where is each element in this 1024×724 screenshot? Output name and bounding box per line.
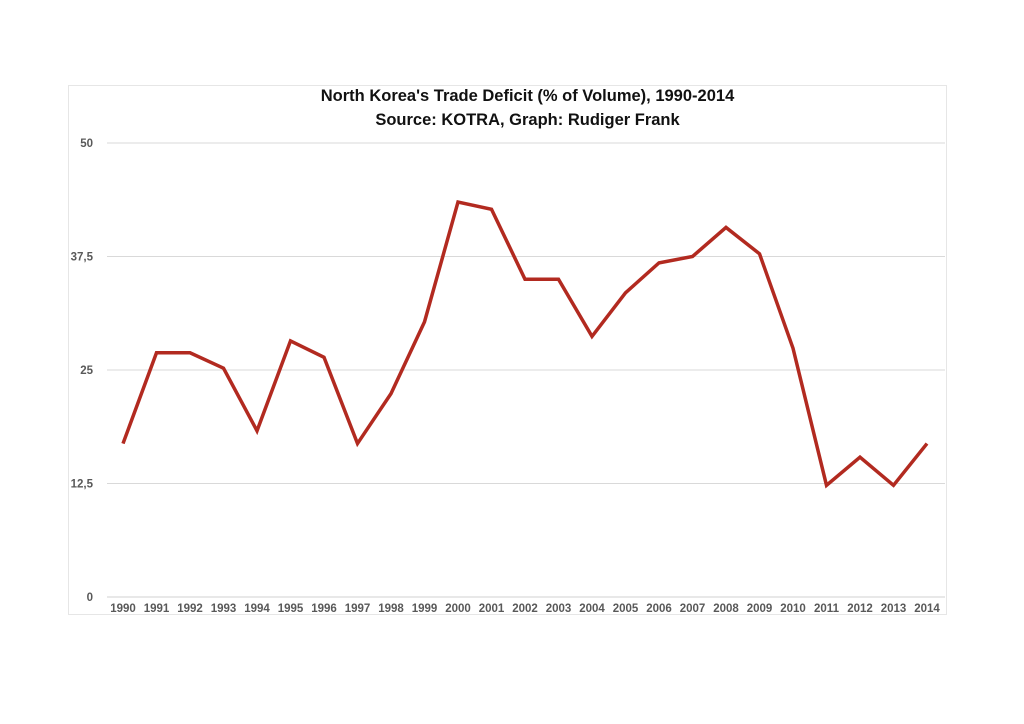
x-tick-label: 2009 bbox=[747, 603, 773, 615]
x-tick-label: 2007 bbox=[680, 603, 706, 615]
x-tick-label: 2000 bbox=[445, 603, 471, 615]
x-tick-label: 2011 bbox=[814, 603, 840, 615]
x-tick-label: 2012 bbox=[847, 603, 873, 615]
y-tick-label: 37,5 bbox=[71, 252, 94, 264]
x-tick-label: 2004 bbox=[579, 603, 605, 615]
x-tick-label: 1999 bbox=[412, 603, 438, 615]
x-tick-label: 1995 bbox=[278, 603, 304, 615]
x-tick-label: 1994 bbox=[244, 603, 270, 615]
chart-subtitle: Source: KOTRA, Graph: Rudiger Frank bbox=[375, 111, 680, 129]
x-tick-label: 2006 bbox=[646, 603, 672, 615]
data-line bbox=[121, 199, 929, 489]
x-tick-label: 2013 bbox=[881, 603, 907, 615]
x-tick-label: 2005 bbox=[613, 603, 639, 615]
x-tick-label: 2002 bbox=[512, 603, 538, 615]
y-tick-label: 25 bbox=[80, 365, 93, 377]
x-tick-label: 2001 bbox=[479, 603, 505, 615]
x-tick-label: 1991 bbox=[144, 603, 170, 615]
y-tick-label: 12,5 bbox=[71, 479, 94, 491]
x-tick-label: 1997 bbox=[345, 603, 371, 615]
x-tick-label: 1992 bbox=[177, 603, 203, 615]
x-tick-label: 2010 bbox=[780, 603, 806, 615]
x-tick-label: 1998 bbox=[378, 603, 404, 615]
x-tick-label: 1993 bbox=[211, 603, 237, 615]
x-tick-label: 1990 bbox=[110, 603, 136, 615]
x-tick-label: 1996 bbox=[311, 603, 337, 615]
x-tick-label: 2014 bbox=[914, 603, 940, 615]
y-tick-label: 0 bbox=[87, 592, 93, 604]
chart-frame bbox=[68, 85, 947, 615]
x-tick-label: 2008 bbox=[713, 603, 739, 615]
y-tick-label: 50 bbox=[80, 138, 93, 150]
x-tick-label: 2003 bbox=[546, 603, 572, 615]
chart-title: North Korea's Trade Deficit (% of Volume… bbox=[320, 87, 735, 105]
